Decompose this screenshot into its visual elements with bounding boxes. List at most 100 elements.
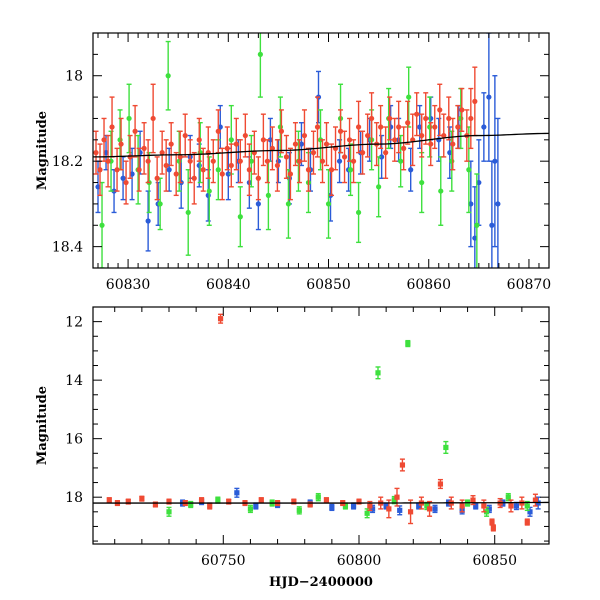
- data-point: [524, 503, 530, 509]
- data-point: [118, 141, 124, 147]
- y-axis-label: Magnitude: [35, 386, 50, 465]
- data-point: [182, 132, 188, 139]
- data-point: [416, 503, 422, 509]
- data-point: [99, 222, 105, 228]
- y-tick-label: 12: [65, 315, 83, 331]
- data-point: [375, 370, 381, 376]
- data-point: [257, 51, 263, 57]
- data-point: [437, 481, 444, 487]
- data-point: [215, 167, 221, 173]
- data-point: [114, 167, 120, 173]
- data-point: [336, 158, 343, 164]
- data-point: [427, 124, 433, 130]
- data-point: [423, 115, 429, 122]
- x-axis-label: HJD−2400000: [269, 575, 373, 590]
- data-point: [489, 222, 495, 228]
- data-point: [185, 209, 191, 216]
- data-point: [314, 124, 321, 130]
- data-point: [103, 150, 109, 156]
- x-tick-label: 60750: [201, 553, 246, 569]
- x-tick-label: 60860: [406, 277, 451, 293]
- data-point: [258, 497, 264, 503]
- data-point: [346, 137, 353, 143]
- data-point: [472, 98, 478, 104]
- y-tick-label: 18: [65, 69, 83, 85]
- data-point: [323, 141, 330, 147]
- data-point: [441, 132, 447, 139]
- data-point: [398, 158, 404, 164]
- series-1: [99, 33, 480, 268]
- data-point: [401, 145, 407, 151]
- data-point: [459, 503, 465, 509]
- data-point: [215, 497, 221, 503]
- data-point: [419, 179, 425, 186]
- data-point: [287, 171, 294, 177]
- data-point: [437, 107, 443, 113]
- data-point: [481, 503, 487, 509]
- data-point: [126, 115, 132, 122]
- data-point: [323, 497, 330, 503]
- data-point: [141, 145, 147, 151]
- plot-area: [93, 313, 549, 532]
- data-point: [120, 175, 126, 181]
- data-point: [154, 175, 160, 181]
- data-point: [123, 179, 129, 186]
- plot-frame: [92, 32, 550, 269]
- y-tick-label: 18.2: [52, 154, 83, 170]
- data-point: [150, 115, 156, 122]
- data-point: [106, 497, 112, 503]
- data-point: [356, 498, 362, 505]
- series-2: [106, 313, 539, 532]
- data-point: [253, 503, 259, 509]
- data-point: [391, 497, 397, 503]
- data-point: [486, 94, 492, 100]
- data-point: [159, 150, 165, 156]
- data-point: [495, 201, 501, 207]
- data-point: [226, 498, 232, 505]
- data-point: [228, 137, 234, 143]
- data-point: [329, 504, 335, 511]
- data-point: [198, 497, 205, 503]
- data-point: [474, 222, 480, 228]
- model-curve: [93, 501, 549, 504]
- data-point: [364, 510, 370, 516]
- data-point: [383, 150, 389, 156]
- x-tick-label: 60840: [206, 277, 251, 293]
- top-panel: 60830 60840 60850 60860 60870 18 18.2 18.4 Magni…: [35, 32, 551, 293]
- data-point: [505, 494, 511, 500]
- data-point: [224, 145, 230, 151]
- data-point: [426, 506, 433, 512]
- data-point: [237, 158, 243, 164]
- data-point: [337, 128, 344, 134]
- data-point: [483, 509, 490, 515]
- data-point: [443, 444, 449, 451]
- data-point: [125, 498, 131, 505]
- data-point: [285, 201, 292, 207]
- data-point: [177, 154, 183, 160]
- data-point: [508, 503, 514, 509]
- data-point: [394, 494, 400, 500]
- data-point: [468, 201, 474, 207]
- data-point: [305, 167, 312, 173]
- data-point: [95, 184, 101, 190]
- plot-frame: [92, 306, 550, 545]
- data-point: [255, 201, 261, 207]
- data-point: [248, 158, 254, 164]
- data-point: [367, 503, 373, 509]
- data-point: [233, 141, 239, 147]
- data-point: [365, 132, 371, 139]
- data-point: [234, 490, 240, 496]
- data-point: [490, 525, 496, 531]
- y-tick-label: 16: [65, 432, 83, 448]
- data-point: [417, 124, 423, 130]
- data-point: [486, 506, 492, 512]
- data-point: [225, 171, 231, 177]
- data-point: [407, 509, 414, 515]
- model-curve: [93, 132, 549, 158]
- data-point: [466, 167, 472, 173]
- data-point: [292, 141, 299, 147]
- data-point: [278, 128, 285, 134]
- data-point: [369, 506, 376, 512]
- data-point: [307, 501, 313, 508]
- data-point: [215, 128, 221, 134]
